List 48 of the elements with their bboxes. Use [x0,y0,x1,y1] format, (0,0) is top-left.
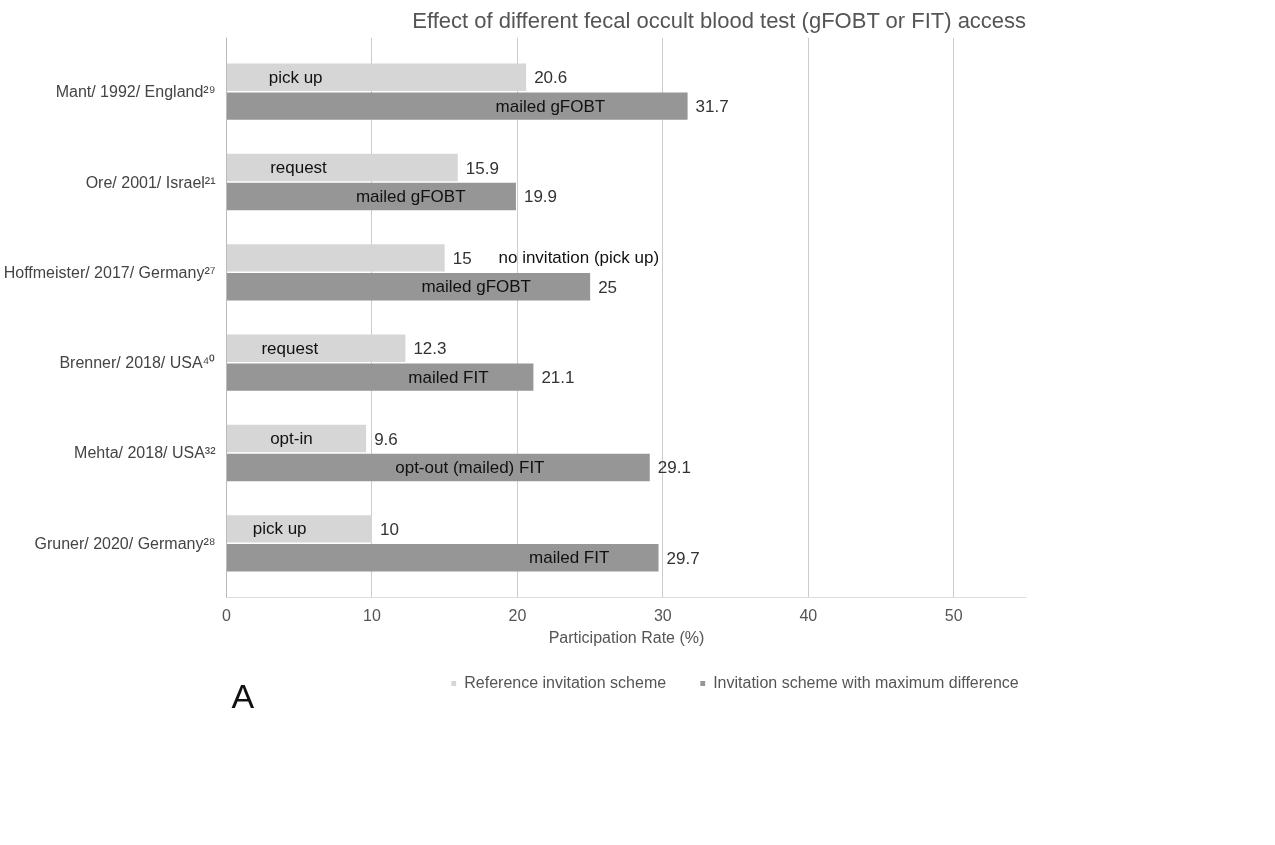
annotation: opt-in [270,429,313,449]
bar [226,424,367,453]
y-tick-label: Brenner/ 2018/ USA⁴⁰ [59,354,216,372]
y-tick-label: Gruner/ 2020/ Germany²⁸ [34,534,216,552]
bar [226,363,534,391]
bar [226,273,591,301]
x-tick-label: 0 [222,606,232,624]
data-label: 15 [452,248,472,268]
x-tick-label: 40 [799,606,818,624]
annotation: pick up [252,519,307,539]
x-tick-label: 30 [653,606,672,624]
data-label: 19.9 [523,187,558,207]
annotation: mailed FIT [408,367,489,387]
data-label: 20.6 [534,68,568,88]
data-label: 31.7 [695,97,729,117]
annotation: request [261,338,319,358]
annotation: pick up [268,67,323,87]
bar [226,453,650,482]
data-label: 9.6 [374,429,398,449]
annotation: no invitation (pick up) [498,248,660,268]
data-label: 12.3 [413,339,447,359]
data-label: 15.9 [465,158,499,178]
annotation: mailed FIT [529,548,610,568]
data-label: 10 [379,519,399,539]
chart-title: Effect of different fecal occult blood test (gFOBT or FIT) access [412,7,1027,33]
x-tick-label: 10 [363,606,381,624]
annotation: request [270,158,328,178]
data-label: 29.1 [657,458,691,478]
annotation: mailed gFOBT [355,186,466,206]
bar [226,544,659,572]
annotation: mailed gFOBT [495,96,606,116]
x-tick-label: 20 [508,606,527,624]
x-axis-title: Participation Rate (%) [548,628,705,646]
bar [226,182,516,211]
legend-label: Reference invitation scheme [464,674,667,692]
y-tick-label: Ore/ 2001/ Israel²¹ [85,173,216,191]
text: A [231,677,255,715]
y-tick-label: Hoffmeister/ 2017/ Germany²⁷ [3,263,216,281]
legend-label: Invitation scheme with maximum difference [713,674,1019,692]
y-tick-label: Mehta/ 2018/ USA³² [74,444,217,462]
data-label: 25 [598,277,618,297]
bar [226,92,688,120]
data-label: 29.7 [666,548,700,568]
annotation: opt-out (mailed) FIT [395,457,545,477]
annotation: mailed gFOBT [421,277,531,297]
data-label: 21.1 [541,368,575,388]
y-tick-label: Mant/ 1992/ England²⁹ [55,83,216,101]
x-tick-label: 50 [944,606,963,624]
